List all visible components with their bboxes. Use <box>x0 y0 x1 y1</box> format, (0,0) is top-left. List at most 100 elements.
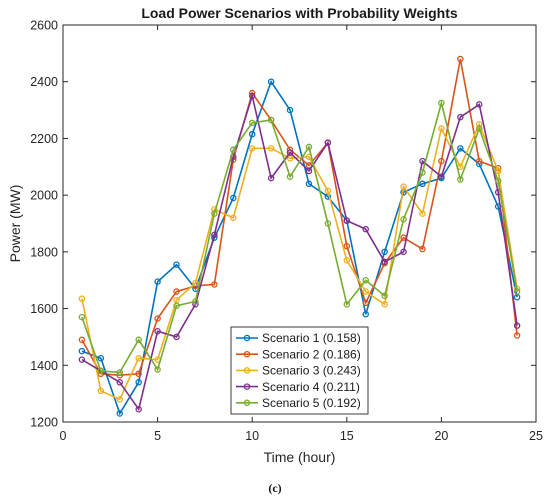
data-point <box>116 379 124 386</box>
x-tick-label: 25 <box>529 429 543 443</box>
data-point <box>419 180 426 188</box>
data-point <box>381 248 388 256</box>
data-point <box>419 210 426 217</box>
data-point <box>248 119 256 127</box>
data-point <box>97 367 105 375</box>
data-point <box>362 310 369 318</box>
data-point <box>343 301 351 308</box>
y-tick-label: 1400 <box>30 359 58 373</box>
series-group <box>78 55 521 417</box>
data-point <box>438 157 445 165</box>
x-tick-label: 5 <box>154 429 161 443</box>
data-point <box>267 78 275 85</box>
legend-item: Scenario 5 (0.192) <box>236 396 361 410</box>
legend-item: Scenario 4 (0.211) <box>236 380 360 394</box>
data-point <box>154 278 161 285</box>
series-3 <box>78 121 521 403</box>
data-point <box>135 354 142 362</box>
x-tick-label: 20 <box>434 429 448 443</box>
data-point <box>305 167 313 175</box>
axis-ticks: 0 5 10 15 20 25 1200 1400 1600 1800 2000 2200 2400 26… <box>30 19 543 444</box>
legend-label: Scenario 1 (0.158) <box>262 331 361 345</box>
data-point <box>438 125 445 132</box>
data-point <box>324 220 332 227</box>
data-point <box>419 245 426 253</box>
legend-item: Scenario 1 (0.158) <box>236 331 361 345</box>
data-point <box>324 187 332 195</box>
legend-marker <box>243 367 251 374</box>
data-point <box>78 313 86 321</box>
legend: Scenario 1 (0.158) Scenario 2 (0.186) Scen… <box>230 326 369 415</box>
data-point <box>362 288 369 295</box>
data-point <box>135 370 142 378</box>
data-point <box>362 299 369 307</box>
data-point <box>475 101 483 108</box>
data-point <box>343 242 351 250</box>
data-point <box>381 292 388 300</box>
data-point <box>211 281 218 288</box>
legend-marker <box>243 350 251 358</box>
x-tick-label: 10 <box>245 429 259 443</box>
x-axis-label: Time (hour) <box>264 449 336 465</box>
data-point <box>78 295 86 302</box>
data-point <box>475 157 483 165</box>
data-point <box>457 113 464 121</box>
y-tick-label: 1600 <box>30 302 58 316</box>
series-5 <box>78 99 521 376</box>
data-point <box>419 169 426 176</box>
data-point <box>475 125 483 132</box>
data-point <box>78 336 86 344</box>
legend-label: Scenario 5 (0.192) <box>262 396 361 410</box>
y-tick-label: 2400 <box>30 75 58 89</box>
y-tick-label: 2000 <box>30 189 58 203</box>
y-tick-label: 2200 <box>30 132 58 146</box>
data-point <box>267 145 275 152</box>
data-point <box>135 336 142 344</box>
legend-marker <box>243 383 251 390</box>
data-point <box>135 405 142 413</box>
data-point <box>116 369 124 376</box>
data-point <box>173 261 180 268</box>
data-point <box>457 176 464 183</box>
data-point <box>400 248 407 256</box>
figure-caption: (c) <box>268 481 281 495</box>
series-1 <box>78 78 521 417</box>
data-point <box>267 116 275 124</box>
data-point <box>438 173 445 180</box>
data-point <box>248 130 256 138</box>
data-point <box>78 356 86 363</box>
data-point <box>97 354 105 362</box>
data-point <box>381 258 388 266</box>
data-point <box>513 288 521 295</box>
data-point <box>135 379 142 386</box>
y-tick-label: 1200 <box>30 416 58 430</box>
series-line <box>81 79 518 416</box>
data-point <box>305 180 313 188</box>
y-axis-label: Power (MW) <box>7 185 23 263</box>
data-point <box>494 167 502 175</box>
data-point <box>305 143 313 151</box>
data-point <box>97 387 105 395</box>
data-point <box>362 225 369 233</box>
data-point <box>286 149 294 156</box>
data-point <box>230 146 237 154</box>
chart-title: Load Power Scenarios with Probability We… <box>141 5 458 21</box>
data-point <box>230 194 237 202</box>
data-point <box>211 231 218 239</box>
legend-marker <box>243 399 251 407</box>
data-point <box>154 328 161 335</box>
legend-label: Scenario 2 (0.186) <box>262 347 361 361</box>
data-point <box>362 276 369 284</box>
data-point <box>192 298 199 305</box>
data-point <box>248 145 256 152</box>
data-point <box>286 106 294 114</box>
data-point <box>248 92 256 100</box>
data-point <box>343 257 351 264</box>
series-line <box>81 99 518 374</box>
data-point <box>154 315 161 322</box>
data-point <box>513 322 521 329</box>
data-point <box>457 55 464 63</box>
data-point <box>513 332 521 339</box>
data-point <box>173 333 180 341</box>
